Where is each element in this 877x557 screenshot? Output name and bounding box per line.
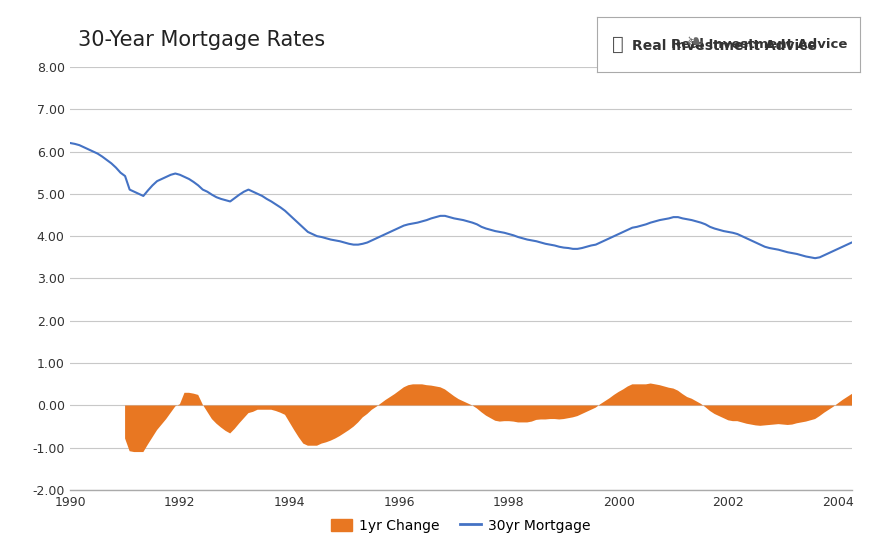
Text: Real Investment Advice: Real Investment Advice xyxy=(631,39,816,53)
Text: 🦅: 🦅 xyxy=(611,35,624,54)
Text: Real Investment Advice: Real Investment Advice xyxy=(670,38,846,51)
Text: ❧: ❧ xyxy=(684,33,702,53)
Legend: 1yr Change, 30yr Mortgage: 1yr Change, 30yr Mortgage xyxy=(325,513,595,538)
Text: 30-Year Mortgage Rates: 30-Year Mortgage Rates xyxy=(78,30,324,50)
